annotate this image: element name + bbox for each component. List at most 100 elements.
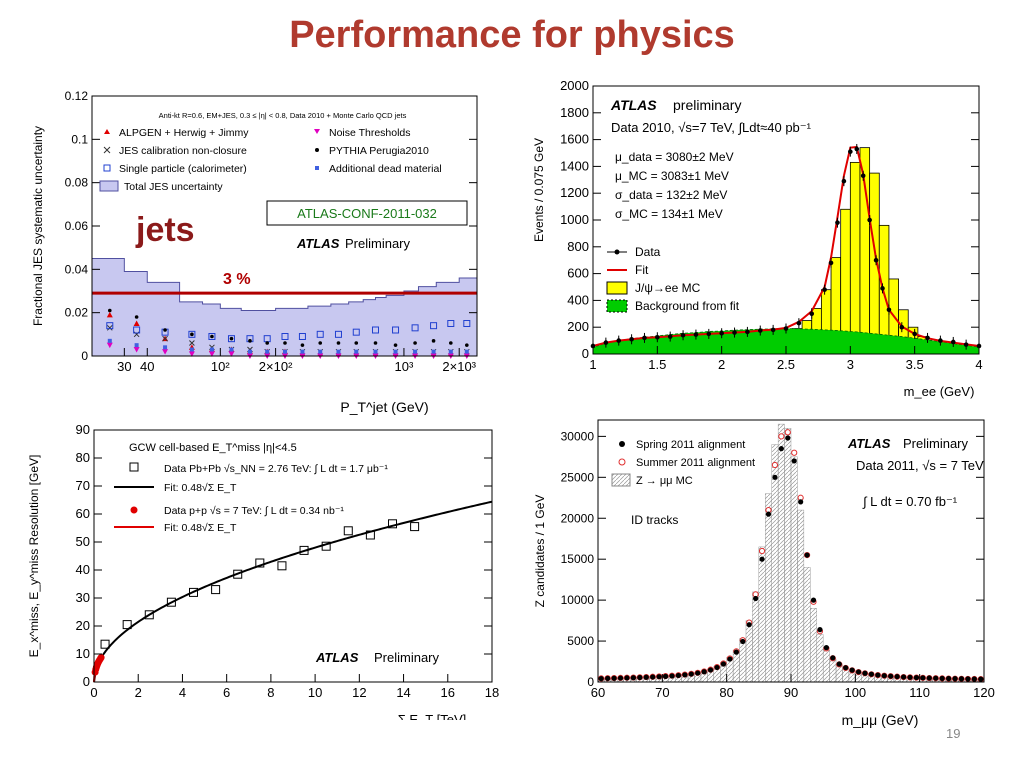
- met-xtick-label: 10: [308, 685, 322, 700]
- jpsi-ytick-label: 1600: [560, 132, 589, 147]
- met-pbpb-point: [189, 587, 198, 597]
- jes-point: [300, 349, 305, 354]
- jpsi-data-point: [757, 328, 763, 333]
- jes-point: [209, 347, 214, 352]
- z-spring-point: [746, 622, 752, 628]
- z-spring-point: [662, 673, 669, 679]
- z-mc-bin: [758, 546, 766, 683]
- z-spring-point: [759, 556, 765, 562]
- met-pbpb-point: [255, 558, 265, 568]
- jes-point: [190, 332, 194, 337]
- z-spring-point: [849, 667, 855, 673]
- z-spring-point: [804, 552, 810, 558]
- z-spring-point: [650, 674, 656, 680]
- jes-xtick-label: 30: [117, 359, 131, 374]
- jes-point: [463, 320, 471, 327]
- z-mc-bin: [797, 509, 805, 683]
- met-legend-label: Fit: 0.48√Σ E_T: [164, 522, 237, 534]
- z-spring-point: [913, 674, 920, 681]
- z-ytick-label: 0: [587, 675, 594, 689]
- jes-legend-marker: [314, 129, 320, 134]
- met-xtick-label: 18: [485, 685, 499, 700]
- jpsi-data-point: [706, 331, 712, 337]
- z-legend-label: Summer 2011 alignment: [636, 457, 755, 469]
- z-spring-point: [798, 499, 804, 505]
- met-ytick-label: 50: [76, 534, 90, 549]
- jes-point: [106, 322, 114, 330]
- z-spring-point: [753, 595, 759, 602]
- page-number: 19: [946, 726, 961, 741]
- z-mc-bin: [777, 423, 785, 683]
- met-xlabel: Σ E_T [TeV]: [398, 712, 467, 720]
- z-xtick-label: 80: [719, 685, 733, 700]
- jpsi-ylabel: Events / 0.075 GeV: [532, 138, 546, 242]
- jes-point: [228, 351, 235, 357]
- jes-point: [431, 339, 436, 343]
- met-pbpb-point: [321, 541, 331, 551]
- z-spring-point: [958, 676, 965, 682]
- met-xtick-label: 12: [352, 685, 366, 700]
- z-spring-point: [875, 672, 881, 678]
- jes-point: [373, 341, 378, 345]
- z-spring-point: [733, 649, 739, 655]
- met-xtick-label: 2: [135, 685, 142, 700]
- jes-point: [448, 349, 453, 354]
- z-spring-point: [656, 674, 662, 680]
- jes-point: [189, 347, 194, 352]
- jpsi-data-point: [925, 335, 930, 341]
- jpsi-ytick-label: 400: [567, 292, 589, 307]
- met-header: GCW cell-based E_T^miss |η|<4.5: [129, 442, 297, 454]
- z-prelim-label: Preliminary: [903, 436, 969, 451]
- jpsi-legend-marker: [614, 249, 620, 255]
- jes-header: Anti-kt R=0.6, EM+JES, 0.3 ≤ |η| < 0.8, …: [159, 111, 407, 120]
- jpsi-ytick-label: 1800: [560, 105, 589, 120]
- z-legend-marker: [611, 473, 631, 487]
- z-spring-point: [630, 675, 636, 681]
- z-mc-bin: [745, 620, 753, 683]
- z-spring-point: [830, 655, 836, 661]
- z-summer-point: [784, 429, 791, 436]
- met-ytick-label: 90: [76, 422, 90, 437]
- met-pbpb-point: [211, 585, 221, 595]
- jpsi-data-point: [860, 173, 866, 179]
- z-xtick-label: 120: [973, 685, 995, 700]
- z-ytick-label: 30000: [561, 429, 595, 443]
- z-spring-point: [862, 670, 868, 676]
- jes-point: [188, 351, 195, 357]
- jes-point: [413, 349, 418, 354]
- jes-legend-label: JES calibration non-closure: [119, 145, 247, 157]
- jes-legend-label: Additional dead material: [329, 163, 442, 175]
- z-ylabel: Z candidates / 1 GeV: [533, 495, 547, 608]
- jes-point: [354, 341, 359, 345]
- met-pbpb-point: [388, 519, 397, 529]
- z-spring-point: [707, 667, 714, 673]
- jes-point: [316, 330, 324, 338]
- jpsi-legend-label: J/ψ→ee MC: [635, 281, 701, 295]
- jpsi-data-point: [655, 334, 660, 340]
- jes-xtick-label: 2×10²: [259, 359, 293, 374]
- jes-point: [318, 349, 323, 354]
- z-mc-bin: [810, 608, 817, 683]
- z-summer-point: [778, 433, 785, 440]
- z-xtick-label: 90: [784, 685, 798, 700]
- z-xtick-label: 70: [655, 685, 669, 700]
- jes-xlabel: P_T^jet (GeV): [340, 399, 428, 415]
- z-spring-point: [727, 656, 733, 662]
- jpsi-ytick-label: 200: [567, 319, 589, 334]
- z-spring-point: [894, 673, 900, 680]
- jes-xtick-label: 10²: [211, 359, 230, 374]
- z-spring-point: [952, 676, 958, 682]
- jpsi-legend-label: Data: [635, 245, 661, 259]
- met-frame: [93, 429, 493, 683]
- jpsi-data-point: [938, 338, 943, 343]
- z-spring-point: [701, 669, 707, 675]
- jes-tag: jets: [135, 211, 195, 249]
- jes-point: [430, 322, 438, 330]
- met-pbpb-point: [365, 530, 375, 540]
- z-spring-point: [920, 675, 926, 681]
- jpsi-data-point: [886, 307, 892, 313]
- jes-legend-marker: [99, 180, 119, 192]
- jpsi-xtick-label: 2: [718, 357, 725, 372]
- z-mc-bin: [784, 427, 792, 683]
- jes-point: [282, 349, 287, 354]
